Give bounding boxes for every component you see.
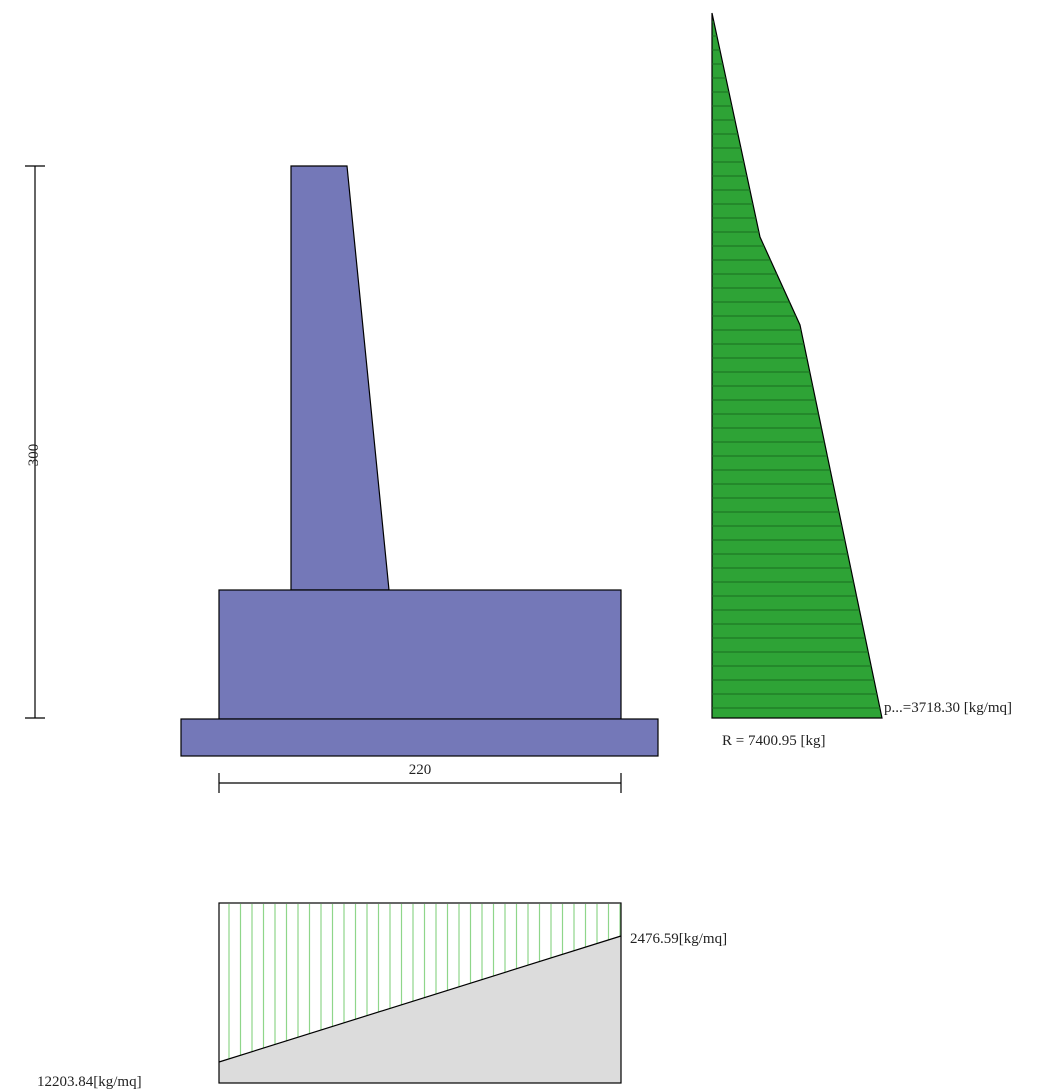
wall-stem — [290, 165, 390, 591]
width-dimension — [218, 773, 622, 793]
wall-base-slab — [180, 718, 659, 757]
foundation-pressure-line — [218, 935, 622, 1063]
foundation-left-value-label: 12203.84[kg/mq] — [37, 1074, 142, 1090]
earth-pressure-hatching — [712, 21, 880, 709]
earth-pressure-diagram — [711, 12, 883, 719]
earth-pressure-max-label: p...=3718.30 [kg/mq] — [884, 700, 1012, 716]
earth-pressure-area — [711, 12, 883, 719]
height-label: 300 — [26, 444, 42, 467]
width-label: 220 — [409, 762, 432, 778]
foundation-diagram-frame — [218, 902, 622, 1084]
foundation-soil-area — [219, 936, 621, 1083]
foundation-pressure-diagram — [218, 902, 622, 1084]
wall-footing — [218, 589, 622, 720]
earth-pressure-resultant-label: R = 7400.95 [kg] — [722, 733, 825, 749]
wall-section — [180, 165, 659, 757]
height-dimension — [25, 165, 45, 719]
foundation-pressure-hatching — [228, 904, 621, 1059]
foundation-right-value-label: 2476.59[kg/mq] — [630, 931, 727, 947]
